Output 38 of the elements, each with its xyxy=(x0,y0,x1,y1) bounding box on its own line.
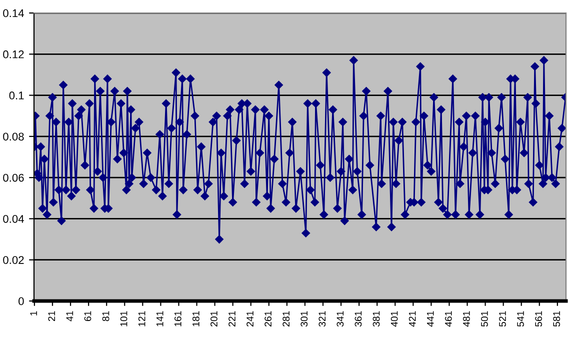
y-tick-label: 0.06 xyxy=(3,174,24,182)
x-tick-label: 101 xyxy=(120,311,128,326)
x-tick-label: 201 xyxy=(210,311,218,326)
x-tick-label: 301 xyxy=(300,311,308,327)
x-tick-label: 341 xyxy=(336,311,344,327)
x-tick-label: 261 xyxy=(264,311,272,326)
x-tick-label: 421 xyxy=(408,311,416,327)
x-tick-label: 141 xyxy=(156,311,164,326)
x-tick-label: 161 xyxy=(174,311,182,326)
y-tick-label: 0.04 xyxy=(3,214,24,223)
y-tick-label: 0.1 xyxy=(9,92,24,100)
x-tick-label: 181 xyxy=(192,311,200,326)
x-tick-label: 581 xyxy=(553,311,560,327)
y-tick-label: 0.14 xyxy=(3,9,24,18)
x-tick-label: 541 xyxy=(517,311,524,327)
x-tick-label: 501 xyxy=(481,311,488,327)
y-tick-label: 0 xyxy=(18,297,24,306)
x-tick-label: 81 xyxy=(102,311,110,322)
x-tick-label: 401 xyxy=(390,311,398,327)
y-tick-label: 0.08 xyxy=(3,132,24,141)
x-tick-label: 1 xyxy=(30,311,37,316)
x-tick-label: 21 xyxy=(48,311,55,322)
x-tick-label: 461 xyxy=(444,311,452,327)
x-tick-label: 521 xyxy=(499,311,506,327)
x-tick-label: 61 xyxy=(84,311,92,322)
x-tick-label: 481 xyxy=(462,311,470,327)
x-tick-label: 381 xyxy=(372,311,380,327)
x-tick-label: 441 xyxy=(427,311,434,327)
x-tick-label: 361 xyxy=(354,311,362,327)
x-tick-label: 221 xyxy=(228,311,236,326)
x-tick-label: 41 xyxy=(66,311,74,322)
x-tick-label: 121 xyxy=(138,311,146,326)
x-tick-label: 281 xyxy=(282,311,290,326)
x-tick-label: 561 xyxy=(535,311,542,327)
x-tick-label: 321 xyxy=(318,311,326,327)
y-tick-label: 0.12 xyxy=(3,50,24,58)
y-tick-label: 0.02 xyxy=(3,256,24,264)
x-tick-label: 241 xyxy=(246,311,254,326)
